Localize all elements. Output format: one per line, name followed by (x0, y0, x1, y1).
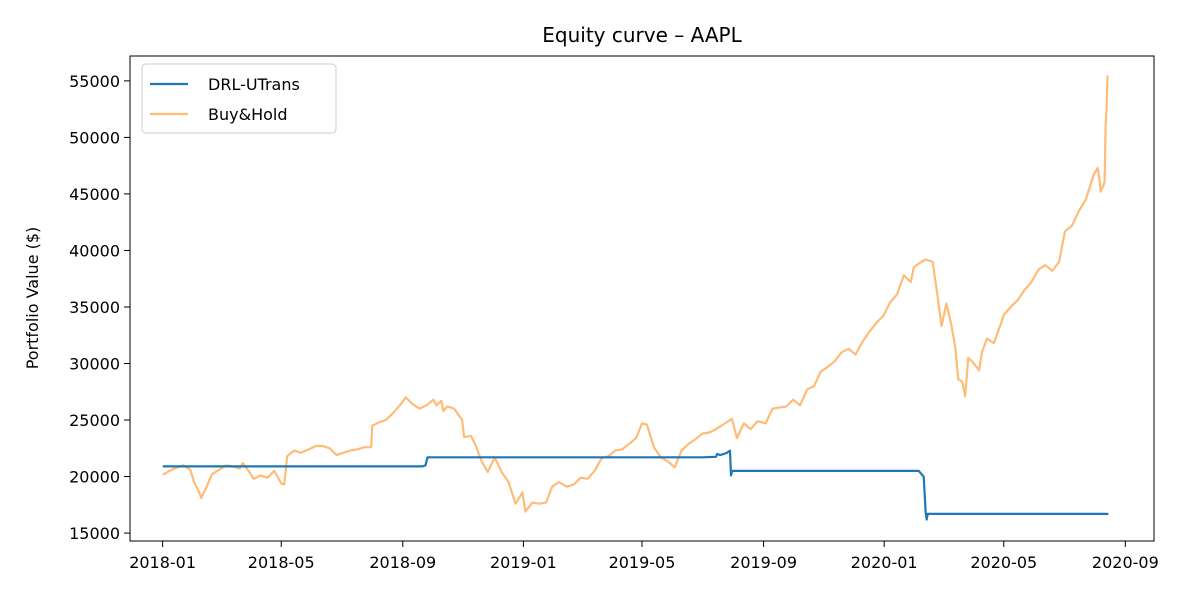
y-tick-label: 25000 (69, 411, 120, 430)
x-tick-label: 2020-05 (970, 553, 1037, 572)
y-tick-label: 45000 (69, 185, 120, 204)
series-line-drl-utrans (162, 449, 1109, 521)
x-tick-label: 2019-01 (490, 553, 557, 572)
chart-title: Equity curve – AAPL (542, 23, 742, 47)
y-tick-label: 30000 (69, 355, 120, 374)
series-lines (162, 75, 1109, 521)
x-tick-label: 2019-05 (609, 553, 676, 572)
y-tick-label: 50000 (69, 128, 120, 147)
y-tick-label: 15000 (69, 524, 120, 543)
y-tick-label: 40000 (69, 241, 120, 260)
legend-label-buy-hold: Buy&Hold (208, 105, 287, 124)
series-line-buy-hold (162, 75, 1109, 513)
x-tick-label: 2018-01 (129, 553, 196, 572)
x-tick-label: 2019-09 (730, 553, 797, 572)
y-tick-label: 35000 (69, 298, 120, 317)
x-tick-label: 2020-01 (851, 553, 918, 572)
legend: DRL-UTrans Buy&Hold (141, 63, 337, 134)
legend-label-drl-utrans: DRL-UTrans (208, 75, 300, 94)
plot-frame (129, 55, 1155, 542)
y-tick-label: 20000 (69, 468, 120, 487)
y-axis-label: Portfolio Value ($) (23, 227, 42, 370)
x-tick-label: 2018-05 (248, 553, 315, 572)
x-tick-label: 2018-09 (369, 553, 436, 572)
legend-box (141, 63, 337, 134)
x-axis-ticks: 2018-01 2018-05 2018-09 2019-01 2019-05 2019-… (129, 541, 1159, 572)
y-axis-ticks: 15000 20000 25000 30000 35000 40000 45000 50000… (69, 72, 130, 543)
y-tick-label: 55000 (69, 72, 120, 91)
x-tick-label: 2020-09 (1092, 553, 1159, 572)
